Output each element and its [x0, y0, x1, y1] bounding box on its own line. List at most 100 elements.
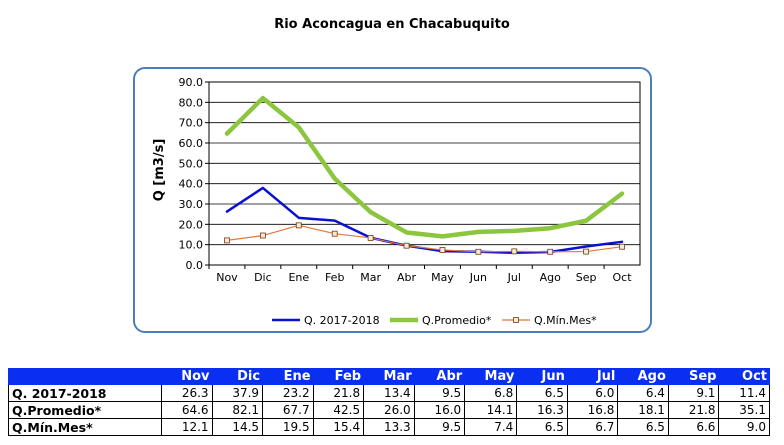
- table-cell: 6.0: [566, 384, 619, 402]
- series-line-1: [224, 95, 625, 239]
- series-point: [331, 230, 338, 237]
- table-cell: 7.4: [464, 418, 518, 436]
- x-tick-label: Sep: [576, 271, 597, 284]
- series-point: [403, 242, 410, 249]
- table-corner: [8, 368, 162, 385]
- series-point: [439, 247, 446, 253]
- table-cell: 16.3: [516, 401, 568, 419]
- y-tick-labels: 0.0 10.0 20.0 30.0 40.0 50.0 60.0 70.0 80.0 90.0: [179, 76, 204, 272]
- table-column-header: Abr: [413, 368, 466, 385]
- chart-series: [224, 95, 625, 255]
- x-tick-label: Abr: [397, 271, 417, 284]
- table-cell: 26.3: [161, 384, 213, 402]
- table-cell: 6.4: [617, 384, 669, 402]
- x-tick-label: Ago: [540, 271, 562, 284]
- legend-marker: [513, 317, 519, 323]
- table-row-label: Q. 2017-2018: [8, 384, 162, 402]
- table-column-header: Mar: [363, 368, 415, 385]
- y-tick-label: 60.0: [179, 137, 204, 150]
- table-cell: 16.8: [566, 401, 619, 419]
- table-cell: 6.5: [617, 418, 669, 436]
- table-cell: 14.1: [464, 401, 518, 419]
- x-tick-label: Oct: [613, 271, 633, 284]
- x-tick-label: Mar: [360, 271, 381, 284]
- table-column-header: Jul: [566, 368, 619, 385]
- table-column-header: Feb: [312, 368, 365, 385]
- series-point: [224, 237, 230, 244]
- table-cell: 13.3: [363, 418, 415, 436]
- table-body: Q. 2017-2018 26.3 37.9 23.2 21.8 13.4 9.5 6.8 6.…: [8, 384, 770, 436]
- x-tick-label: May: [431, 271, 454, 284]
- table-cell: 64.6: [161, 401, 213, 419]
- table-cell: 15.4: [312, 418, 365, 436]
- table-row: Q.Promedio* 64.6 82.1 67.7 42.5 26.0 16.0 14.1 1…: [8, 401, 770, 419]
- table-column-header: Nov: [161, 368, 213, 385]
- series-point: [295, 222, 302, 229]
- table-column-header: May: [464, 368, 518, 385]
- x-tick-label: Ene: [288, 271, 309, 284]
- series-line-2: [226, 224, 623, 253]
- table-row-label: Q.Mín.Mes*: [8, 418, 162, 436]
- table-cell: 14.5: [211, 418, 264, 436]
- table-cell: 23.2: [262, 384, 314, 402]
- table-cell: 37.9: [211, 384, 264, 402]
- table-row: Q.Mín.Mes* 12.1 14.5 19.5 15.4 13.3 9.5 7.4 6.5 6…: [8, 418, 770, 436]
- table-cell: 6.8: [464, 384, 518, 402]
- y-tick-label: 40.0: [179, 178, 204, 191]
- chart-grid: [205, 81, 641, 269]
- table-cell: 19.5: [262, 418, 314, 436]
- table-cell: 21.8: [312, 384, 365, 402]
- table-cell: 9.5: [413, 384, 466, 402]
- table-cell: 13.4: [363, 384, 415, 402]
- x-tick-label: Jun: [469, 271, 487, 284]
- y-axis-label: Q [m3/s]: [152, 139, 167, 202]
- y-tick-label: 10.0: [179, 239, 204, 252]
- table-cell: 67.7: [262, 401, 314, 419]
- table-cell: 12.1: [161, 418, 213, 436]
- table-cell: 6.6: [667, 418, 720, 436]
- table-cell: 35.1: [718, 401, 770, 419]
- table-cell: 6.5: [516, 384, 568, 402]
- series-point: [547, 248, 554, 255]
- table-cell: 11.4: [718, 384, 770, 402]
- x-tick-label: Dic: [254, 271, 272, 284]
- y-tick-label: 90.0: [179, 76, 204, 89]
- chart-legend: Q. 2017-2018 Q.Promedio* Q.Mín.Mes*: [272, 314, 597, 327]
- table-cell: 16.0: [413, 401, 466, 419]
- y-tick-label: 20.0: [179, 218, 204, 231]
- y-tick-label: 70.0: [179, 117, 204, 130]
- table-cell: 6.5: [516, 418, 568, 436]
- y-tick-label: 30.0: [179, 198, 204, 211]
- series-point: [475, 248, 482, 255]
- table-cell: 18.1: [617, 401, 669, 419]
- table-column-header: Oct: [718, 368, 770, 385]
- page-title: Rio Aconcagua en Chacabuquito: [274, 17, 510, 32]
- series-point: [511, 248, 518, 255]
- series-point: [583, 248, 590, 255]
- table-column-header: Ago: [617, 368, 669, 385]
- table-cell: 6.7: [566, 418, 619, 436]
- series-point: [259, 232, 266, 239]
- series-point: [619, 243, 625, 250]
- legend-label-1: Q.Promedio*: [422, 314, 492, 327]
- data-table: Nov Dic Ene Feb Mar Abr May Jun Jul Ago Sep Oct Q. …: [8, 368, 770, 436]
- table-cell: 21.8: [667, 401, 720, 419]
- y-tick-label: 80.0: [179, 96, 204, 109]
- x-tick-labels: Nov Dic Ene Feb Mar Abr May Jun Jul Ago Sep Oct: [216, 271, 632, 284]
- series-point: [367, 235, 374, 241]
- table-cell: 26.0: [363, 401, 415, 419]
- table-column-header: Sep: [667, 368, 720, 385]
- legend-label-2: Q.Mín.Mes*: [534, 314, 597, 327]
- table-column-header: Jun: [516, 368, 568, 385]
- x-tick-label: Feb: [325, 271, 344, 284]
- y-tick-label: 50.0: [179, 157, 204, 170]
- table-cell: 9.0: [718, 418, 770, 436]
- table-column-header: Ene: [262, 368, 314, 385]
- table-column-header: Dic: [211, 368, 264, 385]
- table-cell: 9.1: [667, 384, 720, 402]
- series-line-0: [225, 186, 624, 255]
- table-cell: 42.5: [312, 401, 365, 419]
- legend-label-0: Q. 2017-2018: [304, 314, 380, 327]
- table-cell: 9.5: [413, 418, 466, 436]
- x-tick-label: Nov: [216, 271, 238, 284]
